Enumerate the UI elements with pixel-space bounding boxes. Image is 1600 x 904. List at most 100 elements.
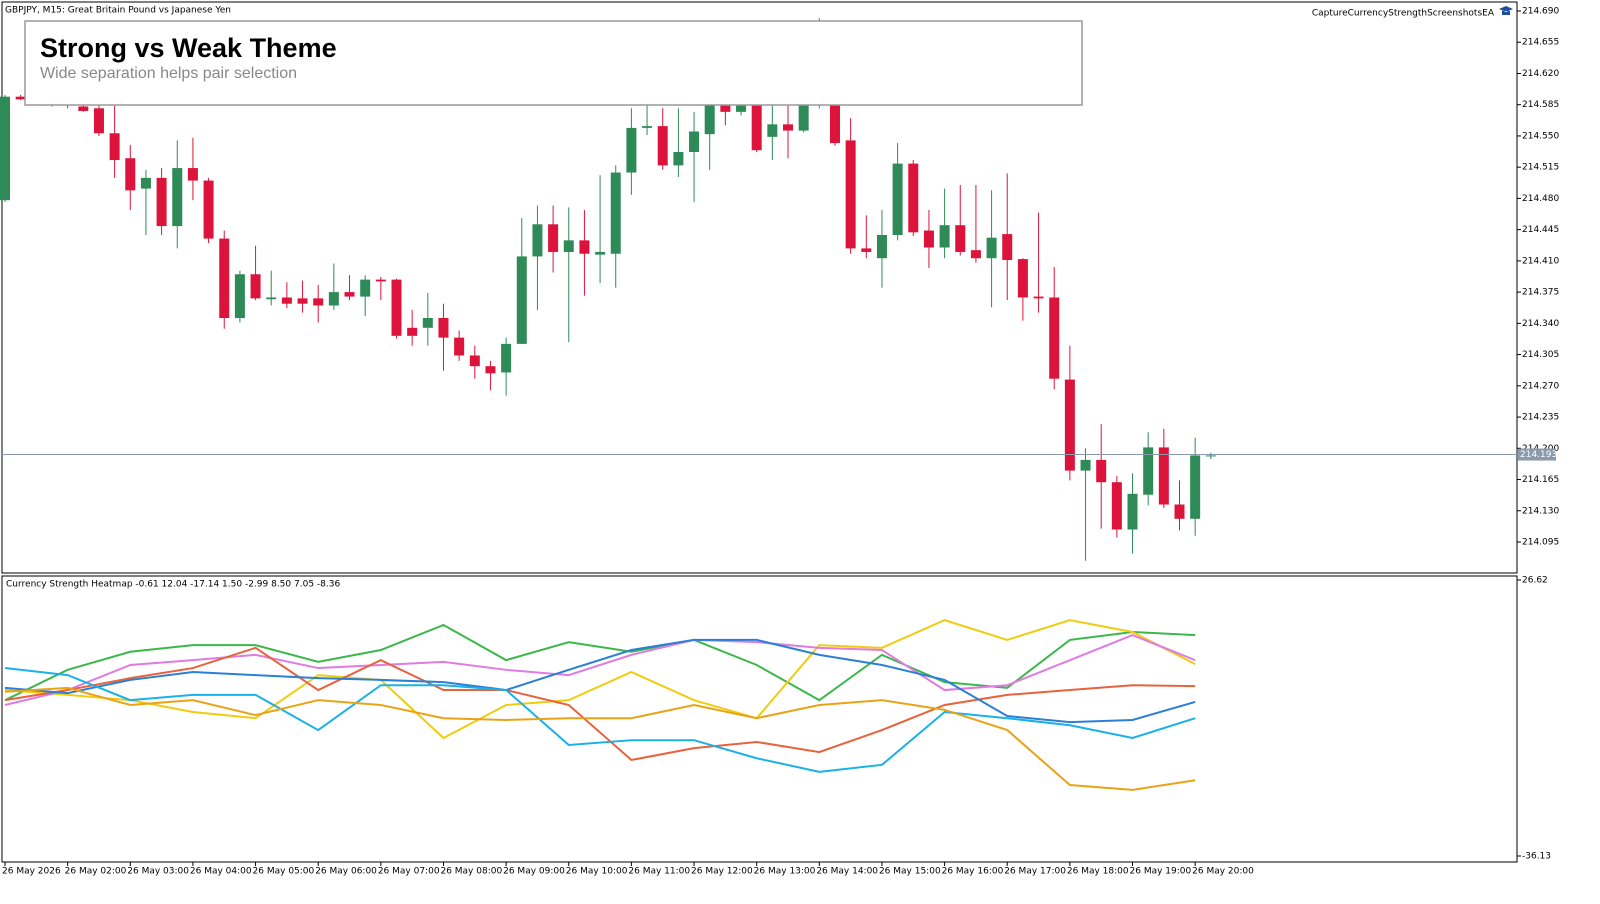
x-tick-label: 26 May 09:00	[503, 867, 565, 877]
y-tick-label: 26.62	[1522, 576, 1548, 586]
indicator-panel	[1, 575, 1518, 863]
y-tick-label: 214.340	[1522, 319, 1559, 329]
current-price-label: 214.193	[1520, 450, 1557, 460]
candle-body	[360, 279, 371, 297]
y-tick-label: 214.410	[1522, 256, 1559, 266]
candle-body	[344, 292, 355, 297]
y-tick-label: 214.305	[1522, 350, 1559, 360]
x-tick-label: 26 May 02:00	[65, 867, 127, 877]
x-tick-label: 26 May 13:00	[754, 867, 816, 877]
candle-body	[281, 297, 292, 304]
candle-body	[454, 337, 465, 356]
candle-body	[642, 126, 653, 128]
y-tick-label: 214.550	[1522, 131, 1559, 141]
ea-label: CaptureCurrencyStrengthScreenshotsEA	[1312, 9, 1495, 19]
candle-body	[595, 251, 606, 255]
candle-body	[0, 96, 10, 201]
candle-body	[923, 230, 934, 248]
candle-body	[109, 133, 120, 161]
candle-body	[328, 292, 339, 306]
candle-body	[579, 240, 590, 254]
candle-body	[955, 225, 966, 252]
candle-body	[250, 274, 261, 299]
candle-body	[266, 297, 277, 300]
x-tick-label: 26 May 12:00	[691, 867, 753, 877]
overlay-box	[24, 20, 1083, 106]
strength-line	[4, 638, 1196, 724]
strength-line	[4, 646, 1196, 762]
candle-body	[140, 177, 151, 189]
candle-body	[1096, 459, 1107, 483]
x-tick-label: 26 May 03:00	[127, 867, 189, 877]
y-tick-label: 214.445	[1522, 225, 1559, 235]
candle-body	[673, 152, 684, 166]
y-tick-label: -36.13	[1522, 852, 1551, 862]
y-tick-label: 214.585	[1522, 100, 1559, 110]
candle-body	[297, 298, 308, 304]
candle-body	[908, 163, 919, 233]
current-price-tag	[1518, 448, 1556, 461]
candle-body	[438, 317, 449, 338]
x-tick-label: 26 May 15:00	[879, 867, 941, 877]
candle-body	[1143, 447, 1154, 495]
y-tick-label: 214.515	[1522, 163, 1559, 173]
candle-body	[845, 140, 856, 249]
candle-body	[501, 343, 512, 373]
y-tick-label: 214.095	[1522, 538, 1559, 548]
candle-body	[187, 168, 198, 181]
candle-body	[1033, 296, 1044, 299]
candle-body	[532, 224, 543, 257]
candle-body	[78, 106, 89, 111]
candle-body	[783, 124, 793, 131]
x-tick-label: 26 May 2026	[2, 867, 61, 877]
y-tick-label: 214.690	[1522, 7, 1559, 17]
x-tick-label: 26 May 11:00	[628, 867, 690, 877]
y-tick-label: 214.375	[1522, 288, 1559, 298]
y-tick-label: 214.620	[1522, 69, 1559, 79]
candle-body	[767, 124, 778, 137]
indicator-title: Currency Strength Heatmap -0.61 12.04 -1…	[6, 580, 340, 590]
candle-body	[1127, 493, 1138, 530]
y-tick-label: 214.655	[1522, 38, 1559, 48]
candle-body	[516, 256, 527, 344]
x-tick-label: 26 May 05:00	[253, 867, 315, 877]
candle-body	[407, 327, 418, 336]
strength-line	[4, 667, 1196, 773]
candle-body	[970, 250, 981, 259]
candle-body	[93, 108, 104, 134]
candle-body	[939, 225, 950, 248]
x-tick-label: 26 May 10:00	[566, 867, 628, 877]
candle-body	[892, 163, 903, 236]
candle-body	[829, 104, 840, 144]
x-tick-label: 26 May 20:00	[1192, 867, 1254, 877]
candle-body	[736, 104, 747, 112]
ea-icon	[1499, 6, 1513, 15]
candle-body	[1049, 297, 1060, 379]
candle-body	[548, 224, 559, 252]
candle-body	[986, 237, 997, 259]
x-tick-label: 26 May 04:00	[190, 867, 252, 877]
candle-body	[1080, 459, 1091, 471]
x-tick-label: 26 May 19:00	[1130, 867, 1192, 877]
candle-body	[15, 96, 26, 100]
candle-body	[1111, 482, 1122, 530]
candle-body	[861, 248, 872, 252]
x-tick-label: 26 May 06:00	[315, 867, 377, 877]
y-tick-label: 214.480	[1522, 194, 1559, 204]
candle-body	[1205, 455, 1216, 457]
candle-body	[657, 126, 668, 166]
x-tick-label: 26 May 14:00	[816, 867, 878, 877]
symbol-info: GBPJPY, M15: Great Britain Pound vs Japa…	[5, 6, 231, 16]
candle-body	[172, 168, 183, 227]
candle-body	[1017, 259, 1028, 298]
candle-body	[720, 104, 731, 112]
candle-body	[485, 366, 496, 374]
y-tick-label: 214.165	[1522, 475, 1559, 485]
candle-body	[125, 158, 136, 191]
candle-body	[1002, 234, 1013, 260]
x-tick-label: 26 May 17:00	[1004, 867, 1066, 877]
y-tick-label: 214.130	[1522, 506, 1559, 516]
candle-body	[469, 355, 480, 367]
candle-body	[1064, 379, 1075, 471]
